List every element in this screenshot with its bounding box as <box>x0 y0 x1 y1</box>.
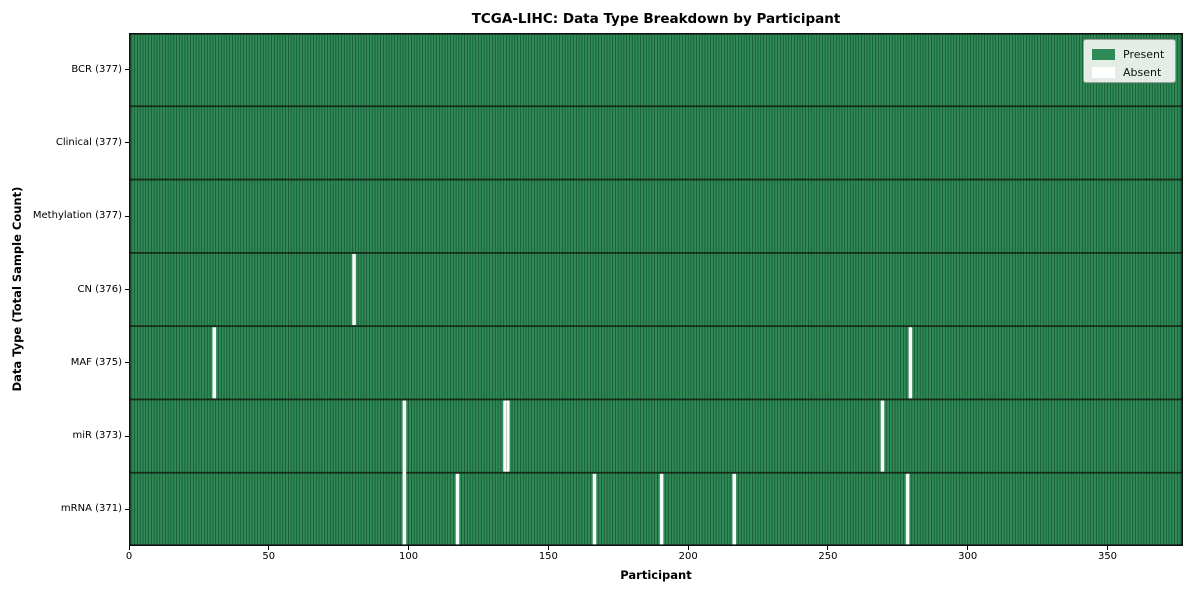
y-tick-label: Clinical (377) <box>55 136 122 148</box>
absent-color-swatch <box>1092 67 1115 78</box>
x-tick-mark <box>408 546 410 550</box>
x-tick-label: 150 <box>538 551 558 562</box>
y-axis-title: Data Type (Total Sample Count) <box>10 186 24 392</box>
x-tick-label: 0 <box>125 551 133 562</box>
x-tick-label: 250 <box>818 551 838 562</box>
chart-title: TCGA-LIHC: Data Type Breakdown by Partic… <box>471 11 841 27</box>
y-tick-label: mRNA (371) <box>60 503 122 515</box>
x-tick-label: 100 <box>399 551 419 562</box>
legend-label-present: Present <box>1123 48 1165 61</box>
y-tick-label: miR (373) <box>72 430 122 442</box>
x-tick-mark <box>128 546 130 550</box>
legend-label-absent: Absent <box>1123 66 1162 79</box>
x-axis-title: Participant <box>620 568 692 582</box>
x-tick-mark <box>547 546 549 550</box>
legend-entry-present: Present <box>1092 47 1167 62</box>
y-tick-label: BCR (377) <box>71 63 122 75</box>
x-tick-label: 300 <box>958 551 978 562</box>
x-tick-mark <box>967 546 969 550</box>
x-tick-label: 350 <box>1097 551 1118 562</box>
x-tick-mark <box>827 546 829 550</box>
x-tick-mark <box>268 546 270 550</box>
x-tick-mark <box>1107 546 1108 550</box>
x-tick-label: 200 <box>678 551 698 562</box>
present-color-swatch <box>1092 49 1115 60</box>
heatmap-plot-area <box>129 33 1183 546</box>
x-tick-mark <box>687 546 689 550</box>
legend-entry-absent: Absent <box>1092 65 1167 80</box>
legend: Present Absent <box>1083 39 1176 83</box>
x-tick-label: 50 <box>262 551 276 562</box>
